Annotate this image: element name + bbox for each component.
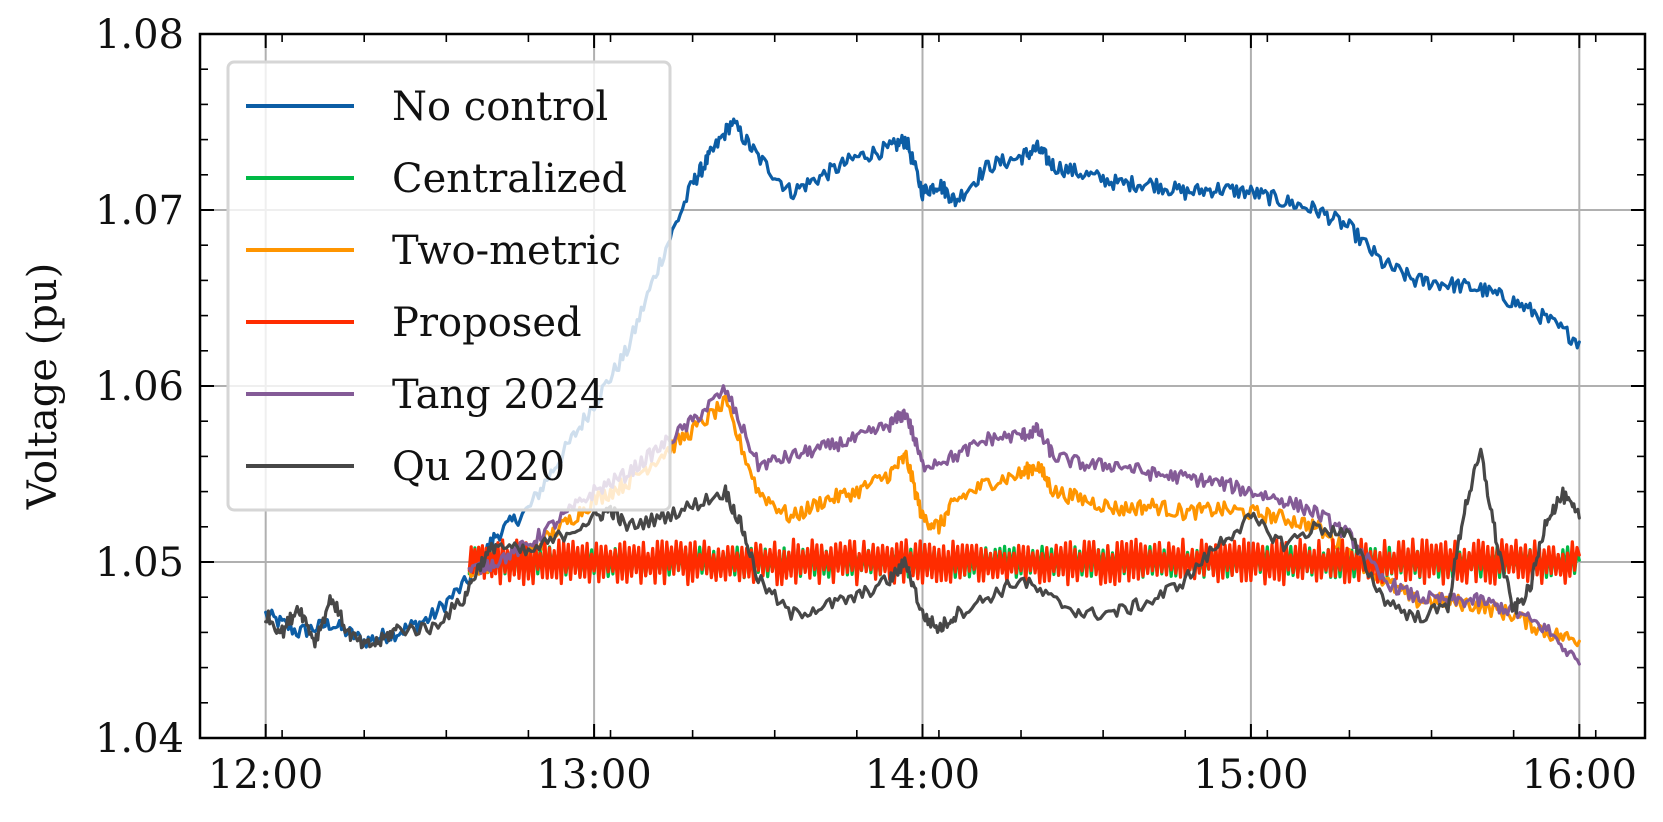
legend-label: Two-metric: [392, 228, 621, 274]
y-tick-label: 1.07: [95, 188, 184, 234]
series-line-proposed: [467, 537, 1581, 587]
x-tick-label: 12:00: [208, 752, 323, 798]
y-tick-label: 1.08: [95, 12, 184, 58]
x-tick-label: 16:00: [1522, 752, 1637, 798]
y-tick-label: 1.06: [95, 364, 184, 410]
legend-label: No control: [392, 84, 608, 130]
legend: No control Centralized Two-metric Proposed T…: [226, 60, 672, 512]
legend-label: Tang 2024: [392, 372, 605, 418]
series-line-qu-2020: [264, 447, 1581, 650]
y-axis-label: Voltage (pu): [20, 263, 66, 511]
legend-box: [226, 60, 672, 512]
y-tick-label: 1.04: [95, 716, 184, 762]
x-tick-label: 15:00: [1193, 752, 1308, 798]
legend-label: Proposed: [392, 300, 582, 346]
plot-series: [264, 117, 1581, 666]
x-tick-label: 13:00: [536, 752, 651, 798]
series-line-no-control: [264, 117, 1581, 649]
legend-label: Qu 2020: [392, 444, 565, 490]
y-tick-label: 1.05: [95, 540, 184, 586]
axis-ticks: [199, 33, 1645, 739]
axis-labels: 12:00 13:00 14:00 15:00 16:00 1.04 1.05 1.06 1.0…: [20, 12, 1637, 798]
x-tick-label: 14:00: [865, 752, 980, 798]
legend-label: Centralized: [392, 156, 627, 202]
